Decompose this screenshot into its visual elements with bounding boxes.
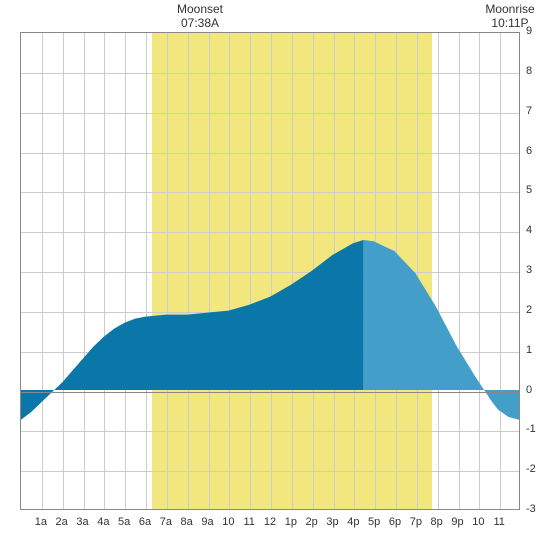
x-tick-label: 5p (368, 516, 380, 528)
x-tick-label: 2a (56, 516, 68, 528)
y-tick-label: 3 (526, 264, 546, 276)
x-tick-label: 5a (118, 516, 130, 528)
x-tick-label: 6p (389, 516, 401, 528)
zero-line (21, 392, 519, 393)
x-tick-label: 10 (472, 516, 484, 528)
tide-area-dark (21, 240, 363, 420)
moonset-time: 07:38A (160, 16, 240, 30)
x-tick-label: 11 (243, 516, 254, 528)
x-tick-label: 9p (451, 516, 463, 528)
tide-area-series (21, 33, 519, 509)
x-tick-label: 1a (35, 516, 47, 528)
y-tick-label: 8 (526, 65, 546, 77)
x-tick-label: 4p (347, 516, 359, 528)
y-tick-label: 9 (526, 25, 546, 37)
y-tick-label: 5 (526, 184, 546, 196)
x-tick-label: 4a (97, 516, 109, 528)
x-tick-label: 2p (306, 516, 318, 528)
x-tick-label: 3a (76, 516, 88, 528)
y-tick-label: 2 (526, 304, 546, 316)
y-tick-label: 1 (526, 344, 546, 356)
y-tick-label: 6 (526, 145, 546, 157)
x-tick-label: 6a (139, 516, 151, 528)
tide-chart (20, 32, 520, 510)
y-tick-label: -2 (526, 463, 546, 475)
y-tick-label: 4 (526, 224, 546, 236)
x-tick-label: 1p (285, 516, 297, 528)
moonset-title: Moonset (160, 2, 240, 16)
y-tick-label: -1 (526, 423, 546, 435)
x-tick-label: 11 (493, 516, 504, 528)
x-tick-label: 8a (181, 516, 193, 528)
y-tick-label: 7 (526, 105, 546, 117)
x-tick-label: 8p (431, 516, 443, 528)
x-tick-label: 7a (160, 516, 172, 528)
x-tick-label: 12 (264, 516, 276, 528)
y-tick-label: -3 (526, 503, 546, 515)
x-tick-label: 7p (410, 516, 422, 528)
x-tick-label: 10 (222, 516, 234, 528)
moonrise-title: Moonrise (470, 2, 550, 16)
x-tick-label: 9a (201, 516, 213, 528)
tide-area-light (363, 240, 519, 420)
x-tick-label: 3p (326, 516, 338, 528)
y-tick-label: 0 (526, 384, 546, 396)
